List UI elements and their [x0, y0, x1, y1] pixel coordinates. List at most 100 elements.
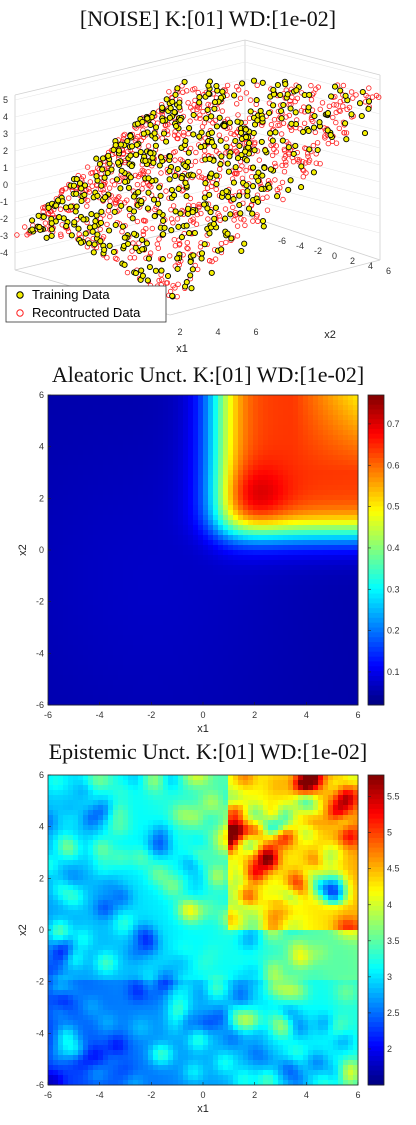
heatmap-cell	[318, 645, 324, 651]
heatmap-cell	[238, 455, 244, 461]
heatmap-cell	[243, 535, 249, 541]
heatmap-cell	[68, 395, 74, 401]
heatmap-cell	[108, 450, 114, 456]
training-point	[272, 129, 279, 136]
heatmap-cell	[248, 400, 254, 406]
heatmap-cell	[328, 520, 334, 526]
heatmap-cell	[193, 420, 199, 426]
heatmap-cell	[278, 645, 284, 651]
heatmap-cell	[148, 675, 154, 681]
heatmap-cell	[313, 430, 319, 436]
heatmap-cell	[68, 585, 74, 591]
heatmap-cell	[163, 670, 169, 676]
heatmap-cell	[63, 575, 69, 581]
training-point	[269, 137, 276, 144]
heatmap-cell	[208, 520, 214, 526]
heatmap-cell	[208, 495, 214, 501]
heatmap-cell	[278, 535, 284, 541]
heatmap-cell	[273, 535, 279, 541]
heatmap-cell	[143, 590, 149, 596]
heatmap-cell	[238, 595, 244, 601]
heatmap-cell	[158, 575, 164, 581]
heatmap-cell	[263, 675, 269, 681]
heatmap-cell	[58, 435, 64, 441]
heatmap-cell	[218, 560, 224, 566]
heatmap-cell	[278, 665, 284, 671]
heatmap-cell	[213, 615, 219, 621]
heatmap-cell	[253, 490, 259, 496]
heatmap-cell	[98, 655, 104, 661]
heatmap-cell	[283, 545, 289, 551]
heatmap-cell	[118, 655, 124, 661]
heatmap-cell	[233, 475, 239, 481]
heatmap-cell	[228, 680, 234, 686]
heatmap-cell	[153, 580, 159, 586]
heatmap-cell	[303, 695, 309, 701]
heatmap-cell	[113, 430, 119, 436]
heatmap-cell	[328, 420, 334, 426]
heatmap-cell	[138, 515, 144, 521]
heatmap-cell	[228, 430, 234, 436]
heatmap-cell	[113, 465, 119, 471]
heatmap-cell	[93, 445, 99, 451]
training-point	[73, 190, 80, 197]
heatmap-cell	[328, 555, 334, 561]
heatmap-cell	[163, 540, 169, 546]
heatmap-cell	[253, 545, 259, 551]
heatmap-cell	[198, 425, 204, 431]
heatmap-cell	[138, 430, 144, 436]
training-point	[127, 132, 134, 140]
heatmap-cell	[73, 435, 79, 441]
heatmap-cell	[233, 395, 239, 401]
reconstructed-point	[156, 277, 162, 284]
heatmap-cell	[48, 600, 54, 606]
heatmap-cell	[118, 530, 124, 536]
heatmap-cell	[68, 580, 74, 586]
heatmap-cell	[68, 545, 74, 551]
heatmap-cell	[93, 560, 99, 566]
heatmap-cell	[208, 610, 214, 616]
training-point	[190, 172, 197, 179]
heatmap-cell	[213, 530, 219, 536]
heatmap-cell	[68, 680, 74, 686]
heatmap-cell	[173, 560, 179, 566]
training-point	[196, 94, 203, 101]
training-point	[78, 185, 85, 192]
legend-marker-training	[16, 291, 24, 299]
heatmap-cell	[303, 410, 309, 416]
heatmap-cell	[73, 670, 79, 676]
heatmap-cell	[333, 400, 339, 406]
heatmap-cell	[108, 665, 114, 671]
heatmap-cell	[238, 580, 244, 586]
heatmap-cell	[98, 410, 104, 416]
heatmap-cell	[328, 445, 334, 451]
reconstructed-point	[346, 104, 353, 111]
heatmap-cell	[178, 440, 184, 446]
heatmap-cell	[163, 505, 169, 511]
heatmap-cell	[273, 550, 279, 556]
heatmap-cell	[198, 600, 204, 606]
heatmap-cell	[273, 665, 279, 671]
heatmap-cell	[273, 570, 279, 576]
heatmap-cell	[243, 520, 249, 526]
heatmap-cell	[308, 450, 314, 456]
heatmap-cell	[308, 500, 314, 506]
heatmap-cell	[148, 625, 154, 631]
heatmap-cell	[328, 460, 334, 466]
heatmap-cell	[153, 640, 159, 646]
heatmap-cell	[88, 415, 94, 421]
training-point	[245, 205, 253, 212]
heatmap-cell	[268, 540, 274, 546]
heatmap-cell	[318, 425, 324, 431]
heatmap-cell	[113, 510, 119, 516]
heatmap-cell	[233, 615, 239, 621]
training-point	[93, 173, 100, 180]
heatmap-cell	[328, 440, 334, 446]
heatmap-cell	[58, 605, 64, 611]
heatmap-cell	[128, 530, 134, 536]
heatmap-cell	[68, 520, 74, 526]
heatmap-cell	[113, 485, 119, 491]
heatmap-cell	[133, 515, 139, 521]
heatmap-cell	[253, 650, 259, 656]
heatmap-cell	[153, 445, 159, 451]
